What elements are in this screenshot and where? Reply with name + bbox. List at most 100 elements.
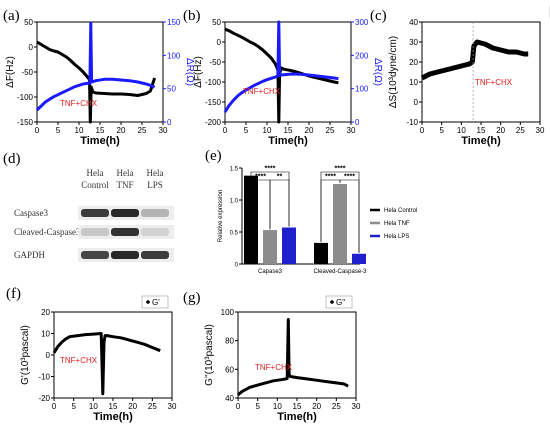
significance-label: **** — [325, 174, 336, 181]
legend-box-f — [141, 295, 169, 309]
blot-band — [141, 251, 169, 259]
blot-column-label: TNF — [116, 180, 133, 190]
y-tick-label-b: 50 — [212, 18, 221, 27]
blot-band — [81, 228, 109, 236]
y-tick-label-e: 1.5 — [230, 167, 239, 173]
x-tick-label-a: 10 — [75, 126, 84, 135]
panel-label-c: (c) — [370, 8, 387, 24]
blot-row-label: Cleaved-Caspase3 — [14, 227, 81, 237]
significance-label: **** — [255, 174, 266, 181]
x-tick-label-f: 25 — [148, 402, 157, 411]
y2-tick-label-b: 300 — [355, 18, 369, 27]
x-tick-label-g: 0 — [236, 402, 241, 411]
x-tick-label-b: 5 — [244, 126, 249, 135]
x-tick-label-f: 10 — [89, 402, 98, 411]
y-axis-label-e: Relative expression — [218, 190, 224, 242]
panel-label-e: (e) — [205, 148, 222, 164]
x-axis-label-f: Time(h) — [93, 411, 133, 423]
y2-tick-label-b: 0 — [355, 118, 360, 127]
y-tick-label-e: 0.5 — [230, 231, 239, 237]
legend-label-e: Hela LPS — [384, 234, 409, 240]
series-line-f-0 — [52, 332, 161, 396]
x-tick-label-a: 5 — [56, 126, 61, 135]
y2-axis-label-a: ΔR(Ω) — [184, 58, 195, 86]
legend-label-g: G'' — [336, 298, 346, 307]
panel-label-a: (a) — [3, 8, 20, 24]
y-tick-label-a: 50 — [24, 18, 33, 27]
y-tick-label-c: 40 — [409, 18, 418, 27]
y2-tick-label-a: 50 — [167, 85, 176, 94]
x-tick-label-g: 10 — [273, 402, 282, 411]
x-tick-label-g: 30 — [352, 402, 361, 411]
x-axis-label-c: Time(h) — [461, 135, 501, 147]
y-tick-label-f: -10 — [38, 373, 50, 382]
bar-hela-control — [314, 242, 328, 264]
y-tick-label-e: 1.0 — [230, 199, 239, 205]
y-tick-label-g: 100 — [221, 308, 235, 317]
x-tick-label-a: 20 — [117, 126, 126, 135]
x-tick-label-g: 15 — [293, 402, 302, 411]
significance-label: **** — [335, 166, 346, 173]
legend-label-f: G' — [152, 298, 160, 307]
y2-tick-label-b: 100 — [355, 85, 369, 94]
x-tick-label-g: 25 — [332, 402, 341, 411]
x-tick-label-c: 30 — [536, 126, 545, 135]
x-tick-label-b: 0 — [223, 126, 228, 135]
blot-band — [81, 251, 109, 259]
x-tick-label-a: 0 — [35, 126, 40, 135]
y-tick-label-f: 0 — [46, 351, 51, 360]
blot-column-label: Hela — [147, 168, 164, 178]
y2-tick-label-a: 150 — [167, 18, 181, 27]
y-tick-label-b: -150 — [205, 98, 222, 107]
plot-frame-a — [36, 21, 164, 123]
x-tick-label-g: 5 — [255, 402, 260, 411]
y-axis-label-c: ΔS(10³dyne/cm) — [388, 36, 399, 108]
y-tick-label-a: -150 — [17, 118, 34, 127]
legend-box-g — [325, 295, 353, 309]
significance-label: **** — [344, 174, 355, 181]
category-label-e: Cleaved-Caspase-3 — [313, 269, 367, 275]
chart-c: 0 5 10 15 20 25 30-10010203040Time(h)ΔS(10³dyn… — [388, 5, 550, 147]
y-tick-label-a: -100 — [17, 93, 34, 102]
x-tick-label-f: 20 — [128, 402, 137, 411]
western-blot: Hela Control Hela TNF Hela LPS Caspase3 Cleaved… — [14, 168, 174, 262]
significance-label: ** — [277, 174, 283, 181]
y-tick-label-a: -50 — [21, 68, 33, 77]
x-tick-label-g: 20 — [312, 402, 321, 411]
significance-bracket — [269, 179, 290, 230]
y2-tick-label-a: 100 — [167, 51, 181, 60]
legend-marker-g — [330, 300, 334, 304]
x-tick-label-f: 15 — [109, 402, 118, 411]
y2-tick-label-b: 200 — [355, 51, 369, 60]
panel-label-g: (g) — [183, 290, 201, 306]
chart-b: 0 5 10 15 20 25 30 -200 -150 -100 -50 0 50 0 100 200 300… — [193, 18, 383, 147]
panel-label-b: (b) — [183, 8, 201, 24]
bar-hela-lps — [352, 253, 366, 264]
y-tick-label-g: 40 — [225, 394, 234, 403]
x-tick-label-c: 25 — [516, 126, 525, 135]
x-tick-label-a: 25 — [138, 126, 147, 135]
bar-hela-lps — [282, 227, 296, 264]
y-tick-label-c: -10 — [406, 118, 418, 127]
y-axis-label-b: ΔF(Hz) — [193, 56, 204, 88]
legend-marker-f — [146, 300, 150, 304]
chart-e: 0 0.5 1.0 1.5 Relative expression Capase3 Clea… — [218, 166, 417, 276]
chart-a: 0 5 10 15 20 25 30 -150 -100 -50 0 50 0 50 100 150 ΔR(Ω)… — [5, 18, 195, 147]
blot-row-label: GAPDH — [14, 250, 46, 260]
x-tick-label-f: 0 — [52, 402, 57, 411]
annotation-c: TNF+CHX — [475, 78, 513, 87]
x-axis-label-b: Time(h) — [268, 135, 308, 147]
x-tick-label-c: 0 — [420, 126, 425, 135]
plot-frame-f — [53, 311, 173, 399]
y-tick-label-b: -200 — [205, 118, 222, 127]
annotation-f: TNF+CHX — [60, 356, 98, 365]
y-tick-label-a: 0 — [29, 43, 34, 52]
x-tick-label-b: 30 — [347, 126, 356, 135]
x-tick-label-f: 30 — [168, 402, 177, 411]
y-tick-label-e: 0 — [235, 263, 239, 269]
x-axis-label-g: Time(h) — [277, 411, 317, 423]
blot-column-label: LPS — [147, 180, 163, 190]
blot-row-label: Caspase3 — [14, 208, 48, 218]
panel-label-d: (d) — [3, 151, 21, 167]
